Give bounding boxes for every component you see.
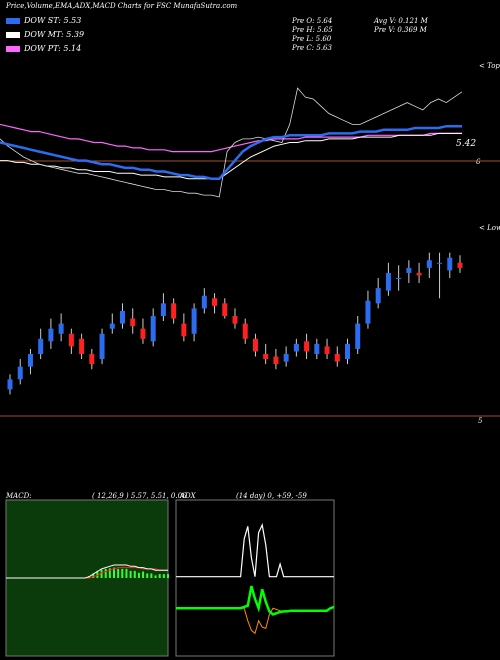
legend-dow-mt: DOW MT: 5.39 <box>24 30 85 39</box>
legend-dow-pt: DOW PT: 5.14 <box>24 44 82 53</box>
candle-body <box>109 323 115 329</box>
adx-panel <box>175 499 335 657</box>
candle-body <box>416 272 422 276</box>
stat-prev-close: Pre C: 5.63 <box>292 44 332 52</box>
stat-prev-volume: Pre V: 0.369 M <box>374 26 427 34</box>
candle-body <box>140 328 146 339</box>
ema-dow-st-line <box>0 124 462 180</box>
ema-dow-mt-line <box>0 132 462 180</box>
candle-body <box>385 272 391 291</box>
candle-body <box>242 323 248 339</box>
candle-body <box>375 288 381 304</box>
stat-avg-volume: Avg V: 0.121 M <box>374 17 428 25</box>
candle-body <box>273 356 279 365</box>
legend-swatch-dow-mt <box>6 32 20 38</box>
candle-axis-mark: 5 <box>478 417 483 425</box>
candle-body <box>426 260 432 268</box>
candle-body <box>17 366 23 380</box>
candle-body <box>314 343 320 354</box>
candle-body <box>365 300 371 324</box>
candle-body <box>283 354 289 362</box>
candle-body <box>99 333 105 360</box>
candle-body <box>38 338 44 354</box>
stat-prev-open: Pre O: 5.64 <box>292 17 333 25</box>
candle-body <box>130 318 136 327</box>
candle-body <box>447 257 453 271</box>
candle-body <box>406 267 412 273</box>
ema-price-label: 5.42 <box>456 139 477 149</box>
candle-body <box>150 316 156 342</box>
macd-line <box>6 564 168 579</box>
candle-body <box>222 303 228 316</box>
stat-prev-high: Pre H: 5.65 <box>292 26 333 34</box>
legend-swatch-dow-pt <box>6 46 20 52</box>
candle-body <box>396 278 402 279</box>
ema-close-line <box>0 87 463 198</box>
candle-body <box>27 354 33 367</box>
candle-body <box>79 338 85 354</box>
adx-title: ADX <box>180 492 196 500</box>
ema-top-label: < Tope <box>479 62 500 70</box>
adx-plus-di-line <box>176 585 335 616</box>
candle-body <box>334 354 340 362</box>
candle-body <box>355 323 361 349</box>
candle-body <box>7 379 13 390</box>
macd-title: MACD: <box>6 492 32 500</box>
stat-prev-low: Pre L: 5.60 <box>292 35 332 43</box>
candle-body <box>252 338 258 352</box>
candle-body <box>191 308 197 334</box>
candle-body <box>232 316 238 324</box>
candle-body <box>437 262 443 264</box>
candle-body <box>160 303 166 316</box>
candle-body <box>304 341 310 352</box>
candle-body <box>293 343 299 352</box>
candle-body <box>171 303 177 319</box>
candle-body <box>212 298 218 306</box>
candle-body <box>457 262 463 268</box>
candle-body <box>68 333 74 347</box>
candle-body <box>120 310 125 324</box>
ema-axis-mark: 6 <box>476 158 481 166</box>
macd-params: ( 12,26,9 ) 5.57, 5.51, 0.06 <box>92 492 187 500</box>
candle-body <box>324 346 330 354</box>
adx-params: (14 day) 0, +59, -59 <box>236 492 307 500</box>
candle-body <box>263 354 269 360</box>
candle-body <box>48 328 54 342</box>
candle-body <box>345 343 350 360</box>
candle-top-label: < Lower <box>479 224 500 232</box>
candle-body <box>89 354 95 365</box>
legend-dow-st: DOW ST: 5.53 <box>24 16 82 25</box>
candle-body <box>58 323 64 334</box>
legend-swatch-dow-st <box>6 18 20 24</box>
candle-body <box>181 323 187 337</box>
candle-body <box>201 295 207 309</box>
adx-line <box>176 523 334 578</box>
chart-title: Price,Volume,EMA,ADX,MACD Charts for FSC… <box>6 2 238 10</box>
